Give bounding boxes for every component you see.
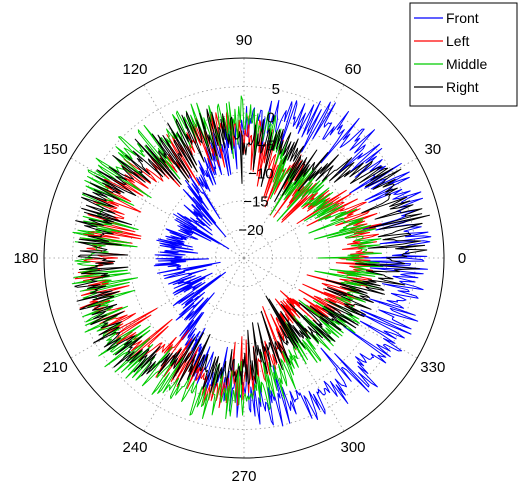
angle-tick-label: 240	[122, 439, 147, 456]
legend-label-front: Front	[446, 10, 479, 26]
angle-tick-label: 30	[424, 141, 441, 158]
radial-tick-label: −15	[243, 194, 268, 211]
legend-label-middle: Middle	[446, 56, 487, 72]
angle-tick-label: 60	[345, 61, 362, 78]
angle-tick-label: 120	[122, 61, 147, 78]
angle-tick-label: 180	[13, 250, 38, 267]
angle-tick-label: 90	[236, 32, 253, 49]
angle-tick-label: 0	[458, 250, 466, 267]
radial-tick-label: −20	[238, 222, 263, 239]
series-line-right	[75, 109, 430, 392]
angle-tick-label: 150	[43, 141, 68, 158]
radial-tick-label: 5	[272, 81, 280, 98]
radial-tick-label: −10	[248, 166, 273, 183]
radial-tick-label: −5	[257, 137, 274, 154]
legend: Front Left Middle Right	[410, 3, 517, 106]
legend-label-right: Right	[446, 79, 479, 95]
angle-tick-label: 300	[340, 439, 365, 456]
angle-tick-label: 330	[420, 359, 445, 376]
angle-tick-label: 210	[43, 359, 68, 376]
radial-tick-label: 0	[267, 109, 275, 126]
legend-label-left: Left	[446, 33, 469, 49]
angle-tick-label: 270	[231, 468, 256, 483]
series-layer	[72, 96, 431, 426]
